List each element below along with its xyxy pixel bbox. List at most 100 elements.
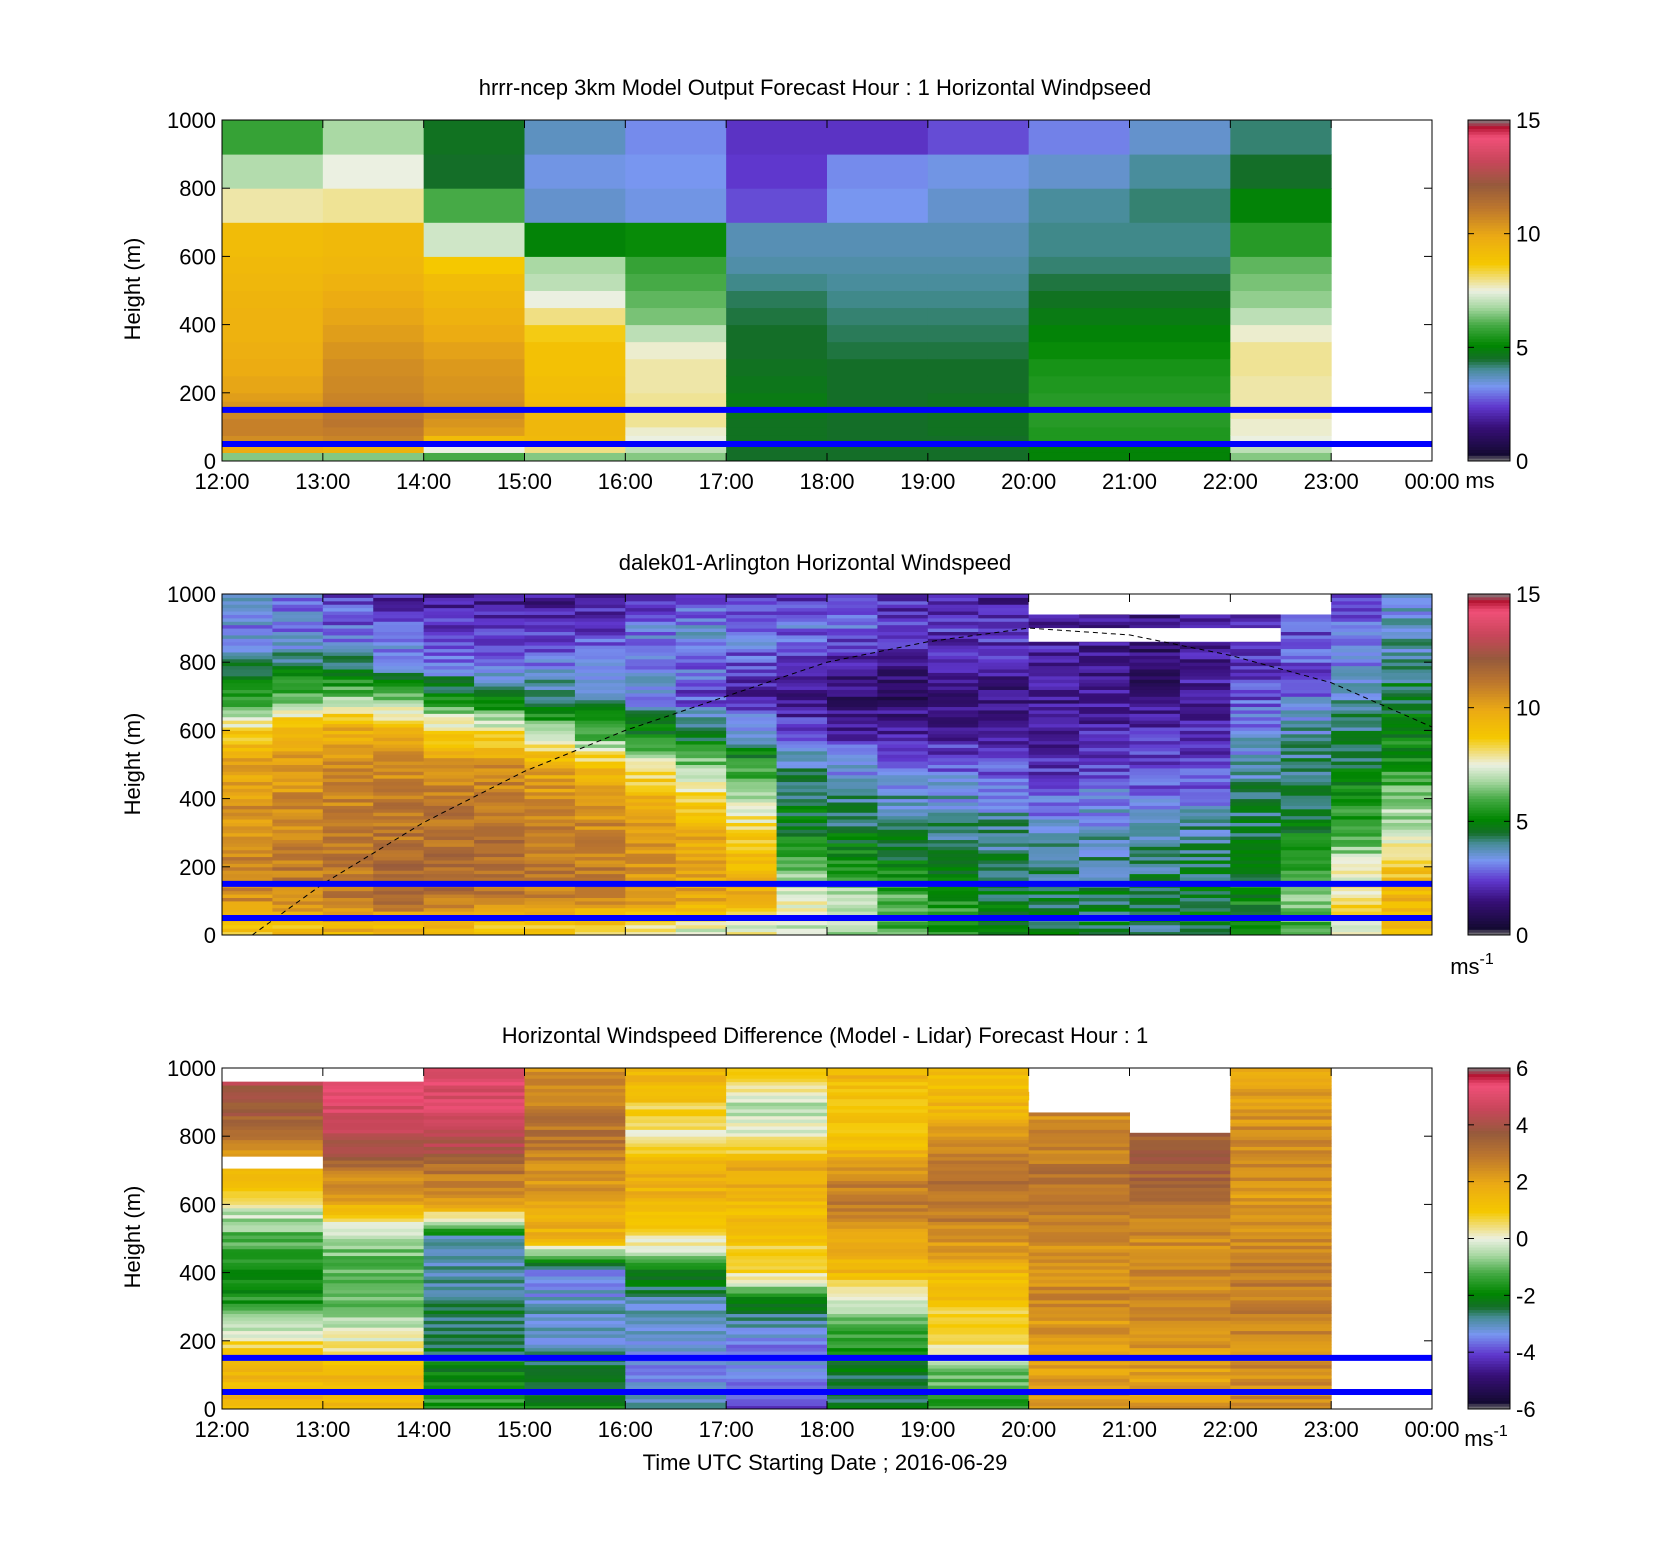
heatmap-cell bbox=[1028, 1231, 1130, 1236]
heatmap-cell bbox=[1280, 617, 1332, 622]
heatmap-cell bbox=[877, 696, 929, 701]
heatmap-cell bbox=[1331, 815, 1383, 820]
heatmap-cell bbox=[222, 594, 273, 598]
heatmap-cell bbox=[1230, 1327, 1332, 1332]
colorbar-segment bbox=[1468, 855, 1510, 859]
heatmap-cell bbox=[423, 1286, 525, 1291]
heatmap-cell bbox=[1230, 870, 1282, 875]
heatmap-cell bbox=[222, 921, 273, 926]
heatmap-cell bbox=[827, 607, 878, 612]
heatmap-cell bbox=[1129, 1364, 1231, 1369]
heatmap-cell bbox=[524, 307, 626, 326]
colorbar-segment bbox=[1468, 701, 1510, 706]
heatmap-cell bbox=[978, 628, 1030, 633]
heatmap-cell bbox=[927, 418, 1030, 428]
colorbar-segment bbox=[1468, 622, 1510, 626]
heatmap-cell bbox=[222, 638, 273, 643]
heatmap-cell bbox=[322, 1282, 425, 1287]
heatmap-cell bbox=[1331, 754, 1383, 759]
heatmap-cell bbox=[423, 682, 475, 687]
heatmap-cell bbox=[574, 771, 626, 776]
heatmap-cell bbox=[222, 1214, 324, 1219]
heatmap-cell bbox=[675, 829, 727, 834]
heatmap-cell bbox=[726, 733, 778, 738]
heatmap-cell bbox=[927, 1149, 1030, 1154]
heatmap-cell bbox=[927, 1395, 1030, 1400]
heatmap-cell bbox=[222, 675, 273, 680]
heatmap-cell bbox=[322, 679, 374, 684]
heatmap-cell bbox=[877, 805, 929, 810]
heatmap-cell bbox=[1280, 706, 1332, 711]
colorbar-segment bbox=[1468, 1218, 1510, 1222]
colorbar-segment bbox=[1468, 347, 1510, 351]
colorbar-segment bbox=[1468, 1184, 1510, 1188]
heatmap-cell bbox=[1079, 856, 1130, 861]
heatmap-cell bbox=[373, 631, 425, 636]
heatmap-cell bbox=[1028, 744, 1080, 748]
heatmap-cell bbox=[1179, 761, 1231, 765]
heatmap-cell bbox=[1230, 1405, 1332, 1410]
heatmap-cell bbox=[1028, 1180, 1130, 1185]
heatmap-cell bbox=[423, 1368, 525, 1372]
heatmap-cell bbox=[373, 890, 425, 895]
heatmap-cell bbox=[1079, 665, 1130, 670]
heatmap-cell bbox=[423, 1108, 525, 1113]
heatmap-cell bbox=[1079, 716, 1130, 721]
heatmap-cell bbox=[1028, 1211, 1130, 1216]
heatmap-cell bbox=[423, 154, 525, 189]
heatmap-cell bbox=[524, 839, 576, 844]
heatmap-cell bbox=[272, 894, 324, 898]
colorbar-segment bbox=[1468, 846, 1510, 851]
colorbar-segment bbox=[1468, 764, 1510, 768]
heatmap-cell bbox=[1028, 870, 1080, 875]
heatmap-cell bbox=[927, 1081, 1030, 1086]
colorbar-segment bbox=[1468, 1340, 1510, 1345]
heatmap-cell bbox=[222, 1351, 324, 1355]
heatmap-cell bbox=[927, 1125, 1030, 1130]
heatmap-cell bbox=[322, 907, 374, 912]
heatmap-cell bbox=[322, 655, 374, 660]
heatmap-cell bbox=[322, 1115, 425, 1120]
heatmap-cell bbox=[272, 747, 324, 752]
heatmap-cell bbox=[524, 856, 576, 861]
heatmap-cell bbox=[927, 771, 979, 776]
heatmap-cell bbox=[322, 723, 374, 728]
heatmap-cell bbox=[675, 839, 727, 844]
heatmap-cell bbox=[524, 1323, 626, 1328]
heatmap-cell bbox=[726, 341, 828, 360]
heatmap-cell bbox=[272, 692, 324, 697]
heatmap-cell bbox=[373, 808, 425, 813]
heatmap-cell bbox=[927, 1258, 1030, 1263]
heatmap-cell bbox=[222, 1132, 324, 1137]
colorbar-segment bbox=[1468, 233, 1510, 238]
heatmap-cell bbox=[927, 730, 979, 735]
heatmap-cell bbox=[978, 866, 1030, 871]
heatmap-cell bbox=[1230, 815, 1282, 820]
heatmap-cell bbox=[927, 1296, 1030, 1301]
heatmap-cell bbox=[827, 1160, 929, 1164]
heatmap-cell bbox=[1028, 1204, 1130, 1209]
heatmap-cell bbox=[524, 1252, 626, 1257]
heatmap-cell bbox=[524, 1310, 626, 1315]
heatmap-cell bbox=[1129, 341, 1231, 360]
heatmap-cell bbox=[474, 774, 525, 779]
heatmap-cell bbox=[373, 699, 425, 704]
heatmap-cell bbox=[222, 452, 324, 462]
heatmap-cell bbox=[675, 713, 727, 718]
heatmap-cell bbox=[726, 1112, 828, 1117]
heatmap-cell bbox=[625, 1074, 727, 1079]
heatmap-cell bbox=[222, 781, 273, 786]
heatmap-cell bbox=[524, 1204, 626, 1209]
heatmap-cell bbox=[222, 1197, 324, 1202]
heatmap-cell bbox=[927, 1207, 1030, 1212]
heatmap-cell bbox=[625, 665, 677, 670]
heatmap-cell bbox=[574, 788, 626, 793]
heatmap-cell bbox=[423, 1238, 525, 1243]
heatmap-cell bbox=[1129, 1371, 1231, 1376]
heatmap-cell bbox=[1381, 853, 1433, 858]
heatmap-cell bbox=[1381, 665, 1433, 670]
colorbar-segment bbox=[1468, 679, 1510, 683]
heatmap-cell bbox=[222, 188, 324, 223]
colorbar-tick-label: 0 bbox=[1516, 449, 1528, 474]
heatmap-cell bbox=[1331, 709, 1383, 714]
